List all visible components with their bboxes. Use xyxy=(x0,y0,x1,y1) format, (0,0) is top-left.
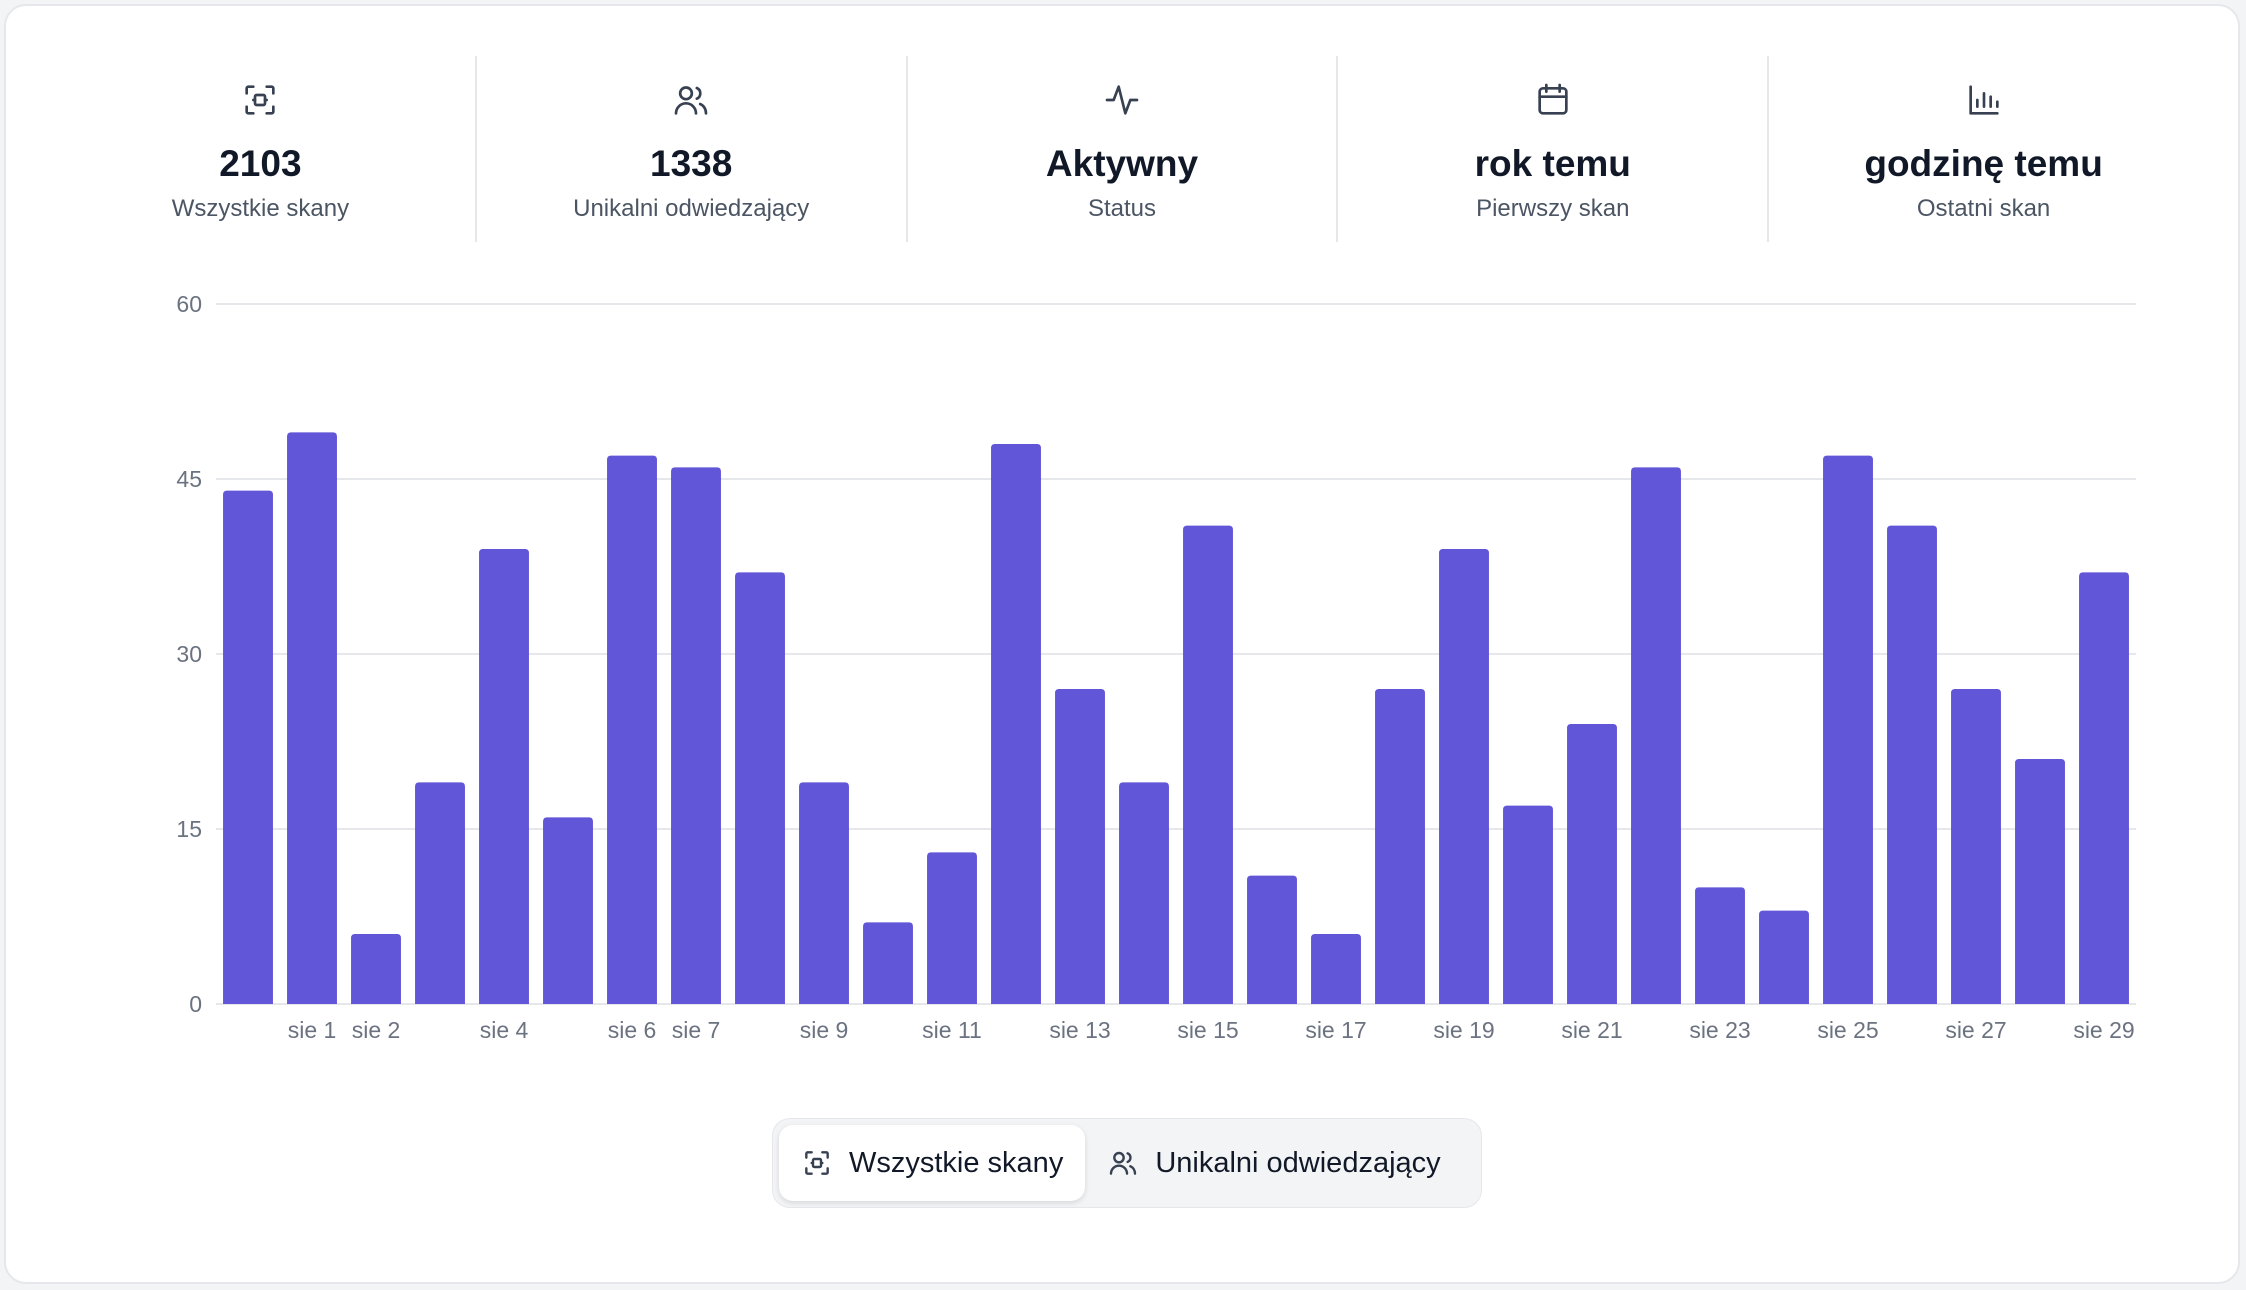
bar-sie-1[interactable] xyxy=(287,432,337,1004)
bar-sie-21[interactable] xyxy=(1567,724,1617,1004)
stat-status: Aktywny Status xyxy=(905,56,1337,242)
x-tick-label: sie 4 xyxy=(480,1017,529,1043)
stat-value: 1338 xyxy=(650,143,733,184)
bar-sie-13[interactable] xyxy=(1055,689,1105,1004)
bar-sie-22[interactable] xyxy=(1631,467,1681,1004)
bar-chart-icon xyxy=(1964,80,2004,120)
x-tick-label: sie 13 xyxy=(1049,1017,1110,1043)
bar-sie-3[interactable] xyxy=(415,782,465,1004)
bar-sie-12[interactable] xyxy=(991,444,1041,1004)
bar-sie-2[interactable] xyxy=(351,934,401,1004)
bar-sie-17[interactable] xyxy=(1311,934,1361,1004)
x-tick-label: sie 17 xyxy=(1305,1017,1366,1043)
x-tick-label: sie 19 xyxy=(1433,1017,1494,1043)
bar-sie-9[interactable] xyxy=(799,782,849,1004)
users-icon xyxy=(1107,1147,1139,1179)
bar-sie-0[interactable] xyxy=(223,490,273,1004)
x-tick-label: sie 9 xyxy=(800,1017,849,1043)
stat-value: 2103 xyxy=(219,143,302,184)
x-tick-label: sie 7 xyxy=(672,1017,721,1043)
bar-sie-27[interactable] xyxy=(1951,689,2001,1004)
bar-sie-11[interactable] xyxy=(927,852,977,1004)
y-tick-label: 15 xyxy=(176,816,202,842)
x-tick-label: sie 1 xyxy=(288,1017,337,1043)
stat-label: Unikalni odwiedzający xyxy=(573,195,810,222)
y-tick-label: 60 xyxy=(176,291,202,317)
activity-icon xyxy=(1102,80,1142,120)
stat-unique-visitors: 1338 Unikalni odwiedzający xyxy=(474,56,906,242)
x-tick-label: sie 11 xyxy=(922,1017,982,1043)
calendar-icon xyxy=(1533,80,1573,120)
toggle-unique-visitors-button[interactable]: Unikalni odwiedzający xyxy=(1085,1125,1462,1201)
bar-sie-10[interactable] xyxy=(863,922,913,1004)
stat-all-scans: 2103 Wszystkie skany xyxy=(46,56,475,242)
stats-row: 2103 Wszystkie skany 1338 Unikalni odwie… xyxy=(6,56,2238,242)
stat-value: rok temu xyxy=(1474,143,1631,184)
bar-sie-16[interactable] xyxy=(1247,875,1297,1004)
stat-label: Ostatni skan xyxy=(1916,195,2051,222)
bar-sie-6[interactable] xyxy=(607,455,657,1004)
bar-sie-4[interactable] xyxy=(479,549,529,1004)
x-tick-label: sie 6 xyxy=(608,1017,657,1043)
bar-sie-25[interactable] xyxy=(1823,455,1873,1004)
stat-first-scan: rok temu Pierwszy skan xyxy=(1336,56,1767,242)
y-tick-label: 30 xyxy=(176,641,202,667)
bar-sie-28[interactable] xyxy=(2015,759,2065,1004)
analytics-card: 2103 Wszystkie skany 1338 Unikalni odwie… xyxy=(4,4,2240,1284)
bar-sie-23[interactable] xyxy=(1695,887,1745,1004)
bar-sie-19[interactable] xyxy=(1439,549,1489,1004)
y-tick-label: 0 xyxy=(189,991,202,1017)
scans-bar-chart: 0 15 30 45 60 sie 1 sie 2 sie 4 sie 6 sie 7 sie 9 s… xyxy=(176,291,2136,1043)
toggle-label: Wszystkie skany xyxy=(849,1146,1064,1179)
x-tick-label: sie 25 xyxy=(1817,1017,1878,1043)
y-tick-label: 45 xyxy=(176,466,202,492)
x-tick-label: sie 2 xyxy=(352,1017,401,1043)
users-icon xyxy=(671,80,711,120)
x-tick-label: sie 27 xyxy=(1945,1017,2006,1043)
scan-icon xyxy=(240,80,280,120)
stat-label: Status xyxy=(1087,195,1157,222)
bar-sie-20[interactable] xyxy=(1503,805,1553,1004)
bar-sie-24[interactable] xyxy=(1759,910,1809,1004)
x-tick-label: sie 15 xyxy=(1177,1017,1238,1043)
toggle-label: Unikalni odwiedzający xyxy=(1155,1146,1441,1179)
x-tick-label: sie 21 xyxy=(1561,1017,1622,1043)
series-toggle: Wszystkie skany Unikalni odwiedzający xyxy=(772,1118,1482,1208)
scan-icon xyxy=(801,1147,833,1179)
bar-sie-8[interactable] xyxy=(735,572,785,1004)
stat-label: Wszystkie skany xyxy=(171,195,350,222)
stat-value: godzinę temu xyxy=(1864,143,2103,184)
stat-value: Aktywny xyxy=(1045,143,1199,184)
toggle-all-scans-button[interactable]: Wszystkie skany xyxy=(779,1125,1086,1201)
bar-sie-29[interactable] xyxy=(2079,572,2129,1004)
bar-sie-5[interactable] xyxy=(543,817,593,1004)
bar-sie-18[interactable] xyxy=(1375,689,1425,1004)
x-tick-label: sie 23 xyxy=(1689,1017,1750,1043)
stat-label: Pierwszy skan xyxy=(1476,195,1630,222)
x-tick-label: sie 29 xyxy=(2073,1017,2134,1043)
stat-last-scan: godzinę temu Ostatni skan xyxy=(1767,56,2198,242)
bar-sie-26[interactable] xyxy=(1887,525,1937,1004)
bar-sie-7[interactable] xyxy=(671,467,721,1004)
bar-sie-14[interactable] xyxy=(1119,782,1169,1004)
bar-sie-15[interactable] xyxy=(1183,525,1233,1004)
